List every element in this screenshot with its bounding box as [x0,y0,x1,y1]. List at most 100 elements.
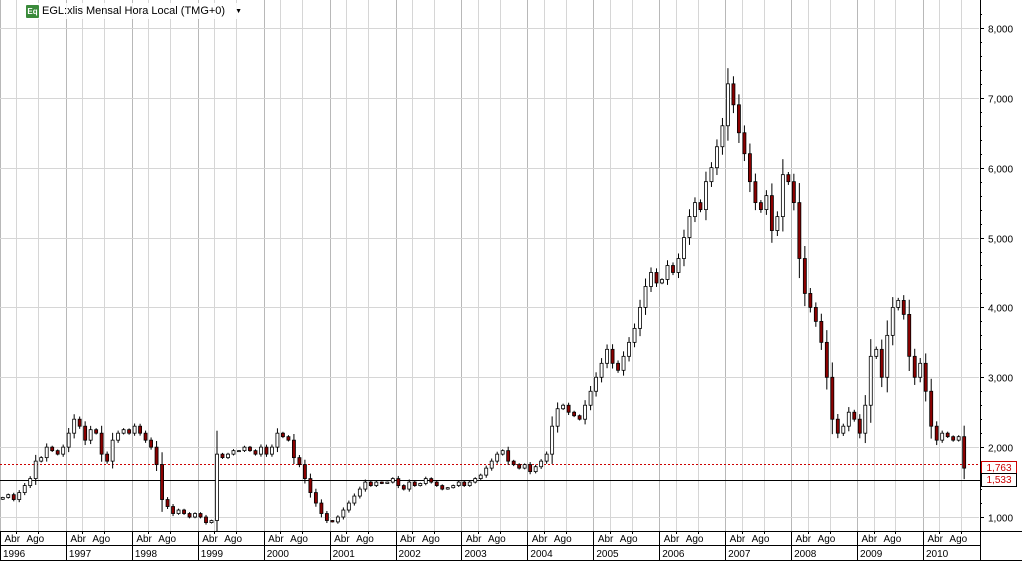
candle[interactable] [456,481,461,486]
candle[interactable] [682,237,686,259]
candle[interactable] [17,492,22,500]
candle[interactable] [187,513,192,518]
candle[interactable] [874,348,879,357]
candle[interactable] [885,334,890,378]
candle[interactable] [907,314,912,357]
candle[interactable] [248,446,252,452]
candle[interactable] [445,487,450,490]
candle[interactable] [857,418,862,434]
chart-legend[interactable]: Eq EGL:xlis Mensal Hora Local (TMG+0) ▼ [26,3,243,19]
candle[interactable] [324,513,329,521]
candle[interactable] [143,432,148,441]
candle[interactable] [94,429,99,434]
candle[interactable] [132,425,137,434]
candle[interactable] [39,457,44,462]
candle[interactable] [775,216,780,231]
candle[interactable] [802,258,807,294]
candle[interactable] [495,453,500,462]
candle[interactable] [687,216,692,238]
candle[interactable] [726,83,730,127]
candle[interactable] [138,425,143,434]
candle[interactable] [253,450,258,455]
candle[interactable] [506,450,511,462]
candle[interactable] [863,404,868,434]
candle[interactable] [330,520,335,523]
candle[interactable] [368,481,373,486]
candle[interactable] [561,404,566,410]
candle[interactable] [962,436,967,469]
candle[interactable] [440,485,445,490]
candle[interactable] [940,432,945,441]
candle[interactable] [198,513,203,518]
candle[interactable] [121,429,126,434]
candle[interactable] [319,502,324,514]
candle[interactable] [209,520,214,524]
candle[interactable] [901,300,906,315]
candle[interactable] [127,429,132,434]
candle[interactable] [390,478,395,483]
candle[interactable] [374,481,379,486]
candle[interactable] [879,348,884,378]
candle[interactable] [346,502,351,511]
candle[interactable] [572,411,577,417]
candle[interactable] [462,481,467,486]
candle[interactable] [797,202,802,259]
candle[interactable] [231,450,236,455]
candle[interactable] [610,348,615,364]
candle[interactable] [841,425,846,434]
candle[interactable] [912,355,917,378]
candle[interactable] [99,432,104,455]
candle[interactable] [489,460,494,469]
candle[interactable] [813,307,818,322]
candle[interactable] [929,390,934,427]
candle[interactable] [116,432,121,441]
candle[interactable] [643,286,648,308]
candle[interactable] [176,509,181,514]
candle[interactable] [665,265,670,280]
candle[interactable] [61,446,66,455]
candle[interactable] [731,83,736,106]
candle[interactable] [764,195,769,211]
candle[interactable] [632,327,637,343]
candle[interactable] [528,464,533,473]
candle[interactable] [292,439,296,459]
candle[interactable] [335,516,340,523]
candle[interactable] [11,494,16,500]
candle[interactable] [264,446,269,455]
candle[interactable] [396,478,401,486]
candle[interactable] [824,341,829,378]
candle[interactable] [281,432,285,438]
candle[interactable] [242,446,247,452]
candle[interactable] [654,272,659,284]
candle[interactable] [715,146,719,169]
candle[interactable] [896,300,901,308]
candle[interactable] [226,453,230,459]
candle[interactable] [511,460,516,466]
candle[interactable] [467,481,472,486]
candle[interactable] [379,481,384,484]
candle[interactable] [385,481,390,484]
candle[interactable] [193,513,197,518]
candle[interactable] [934,425,939,441]
candle[interactable] [808,293,813,308]
candle[interactable] [412,481,417,486]
candle[interactable] [698,202,703,211]
candle[interactable] [517,464,522,469]
candle[interactable] [956,436,961,441]
candle[interactable] [918,362,923,378]
candle[interactable] [352,495,357,504]
candle[interactable] [286,436,291,441]
caret-down-icon[interactable]: ▼ [235,7,243,15]
candle[interactable] [434,481,439,486]
candle[interactable] [577,415,582,420]
candle[interactable] [110,439,115,462]
candle[interactable] [544,453,549,462]
candle[interactable] [484,467,489,476]
candle[interactable] [594,376,598,392]
candle[interactable] [676,258,681,273]
candle[interactable] [709,167,714,183]
candle[interactable] [182,509,186,514]
candle[interactable] [791,181,796,204]
candle[interactable] [890,307,895,336]
candle[interactable] [418,483,423,486]
